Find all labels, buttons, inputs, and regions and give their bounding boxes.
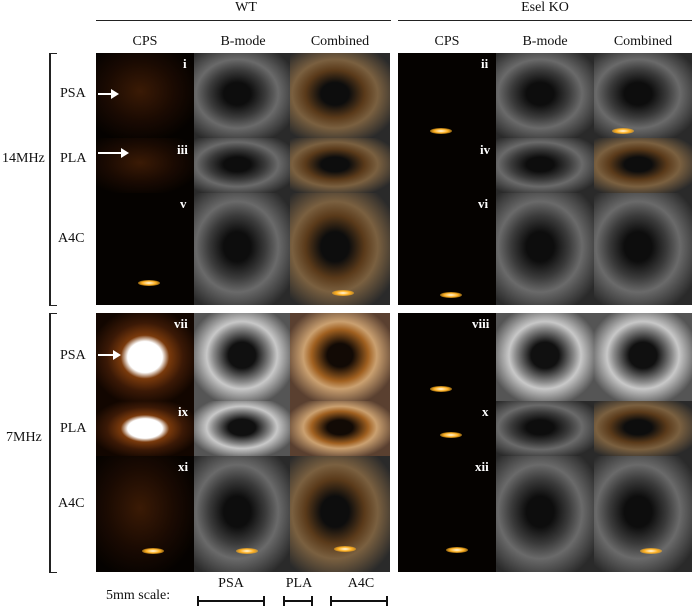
bracket-7mhz bbox=[49, 313, 51, 572]
contrast-spot bbox=[440, 432, 462, 438]
panel-label-xii: xii bbox=[475, 459, 489, 474]
group-label-wt: WT bbox=[235, 0, 257, 15]
panel-wt-cps-pla-7 bbox=[96, 401, 194, 456]
group-underline-wt bbox=[96, 20, 391, 21]
scale-bar-pla bbox=[283, 596, 313, 606]
panel-ko-bmode-a4c-14 bbox=[496, 193, 594, 305]
panel-label-iv: iv bbox=[480, 142, 491, 157]
arrow-psa-14 bbox=[98, 89, 119, 99]
contrast-spot bbox=[446, 547, 468, 553]
bracket-14mhz-bottom bbox=[49, 305, 57, 306]
contrast-spot bbox=[142, 548, 164, 554]
panel-label-ix: ix bbox=[178, 404, 189, 419]
panel-wt-combined-a4c-7 bbox=[290, 456, 390, 572]
panel-label-viii: viii bbox=[472, 316, 490, 331]
panel-wt-bmode-pla-14 bbox=[194, 138, 290, 193]
panel-wt-combined-psa-14 bbox=[290, 53, 390, 138]
panel-ko-combined-pla-14 bbox=[594, 138, 692, 193]
row-label-pla-14: PLA bbox=[60, 151, 87, 166]
panel-label-vii: vii bbox=[174, 316, 188, 331]
panel-ko-combined-a4c-7 bbox=[594, 456, 692, 572]
bracket-7mhz-bottom bbox=[49, 572, 57, 573]
panel-wt-cps-pla-14 bbox=[96, 138, 194, 193]
panel-wt-combined-pla-7 bbox=[290, 401, 390, 456]
bracket-7mhz-top bbox=[49, 313, 57, 314]
contrast-spot bbox=[236, 548, 258, 554]
contrast-spot bbox=[640, 548, 662, 554]
panel-ko-cps-psa-14 bbox=[398, 53, 496, 138]
panel-wt-bmode-psa-7 bbox=[194, 313, 290, 401]
panel-wt-combined-a4c-14 bbox=[290, 193, 390, 305]
contrast-spot bbox=[332, 290, 354, 296]
panel-ko-combined-psa-7 bbox=[594, 313, 692, 401]
col-header-cps-ko: CPS bbox=[434, 34, 460, 49]
row-label-a4c-14: A4C bbox=[58, 231, 85, 246]
scale-bar-a4c bbox=[330, 596, 388, 606]
arrow-psa-7 bbox=[98, 350, 121, 360]
panel-ko-combined-a4c-14 bbox=[594, 193, 692, 305]
col-header-combined-ko: Combined bbox=[613, 34, 673, 49]
scale-label-a4c: A4C bbox=[347, 576, 375, 591]
panel-wt-combined-pla-14 bbox=[290, 138, 390, 193]
row-label-psa-14: PSA bbox=[60, 86, 86, 101]
bracket-14mhz bbox=[49, 53, 51, 305]
contrast-spot bbox=[430, 386, 452, 392]
row-label-a4c-7: A4C bbox=[58, 496, 85, 511]
panel-ko-cps-a4c-7 bbox=[398, 456, 496, 572]
scale-label-psa: PSA bbox=[218, 576, 244, 591]
panel-wt-combined-psa-7 bbox=[290, 313, 390, 401]
col-header-bmode-wt: B-mode bbox=[220, 34, 266, 49]
bracket-14mhz-top bbox=[49, 53, 57, 54]
panel-ko-bmode-psa-7 bbox=[496, 313, 594, 401]
panel-wt-cps-psa-7 bbox=[96, 313, 194, 401]
panel-wt-bmode-a4c-7 bbox=[194, 456, 290, 572]
row-label-pla-7: PLA bbox=[60, 421, 87, 436]
panel-wt-bmode-pla-7 bbox=[194, 401, 290, 456]
panel-wt-bmode-a4c-14 bbox=[194, 193, 290, 305]
arrow-pla-14 bbox=[98, 148, 129, 158]
group-label-ko: Esel KO bbox=[521, 0, 569, 15]
contrast-spot bbox=[334, 546, 356, 552]
group-underline-ko bbox=[398, 20, 692, 21]
row-label-psa-7: PSA bbox=[60, 348, 86, 363]
panel-label-x: x bbox=[482, 404, 489, 419]
panel-label-iii: iii bbox=[177, 142, 188, 157]
col-header-combined-wt: Combined bbox=[310, 34, 370, 49]
freq-label-7mhz: 7MHz bbox=[6, 430, 42, 445]
panel-ko-cps-pla-7 bbox=[398, 401, 496, 456]
scale-label: 5mm scale: bbox=[106, 588, 171, 603]
col-header-cps-wt: CPS bbox=[132, 34, 158, 49]
scale-bar-psa bbox=[197, 596, 265, 606]
contrast-spot bbox=[440, 292, 462, 298]
panel-ko-bmode-pla-14 bbox=[496, 138, 594, 193]
panel-ko-combined-pla-7 bbox=[594, 401, 692, 456]
panel-label-v: v bbox=[180, 196, 187, 211]
panel-wt-cps-a4c-14 bbox=[96, 193, 194, 305]
panel-label-i: i bbox=[183, 56, 187, 71]
contrast-spot bbox=[138, 280, 160, 286]
panel-ko-bmode-a4c-7 bbox=[496, 456, 594, 572]
panel-wt-bmode-psa-14 bbox=[194, 53, 290, 138]
contrast-spot bbox=[430, 128, 452, 134]
col-header-bmode-ko: B-mode bbox=[522, 34, 568, 49]
contrast-spot bbox=[612, 128, 634, 134]
panel-label-ii: ii bbox=[481, 56, 489, 71]
panel-label-vi: vi bbox=[478, 196, 489, 211]
panel-ko-combined-psa-14 bbox=[594, 53, 692, 138]
panel-ko-cps-pla-14 bbox=[398, 138, 496, 193]
panel-label-xi: xi bbox=[178, 459, 189, 474]
panel-ko-bmode-pla-7 bbox=[496, 401, 594, 456]
scale-label-pla: PLA bbox=[285, 576, 313, 591]
panel-ko-bmode-psa-14 bbox=[496, 53, 594, 138]
panel-ko-cps-a4c-14 bbox=[398, 193, 496, 305]
freq-label-14mhz: 14MHz bbox=[2, 151, 45, 166]
